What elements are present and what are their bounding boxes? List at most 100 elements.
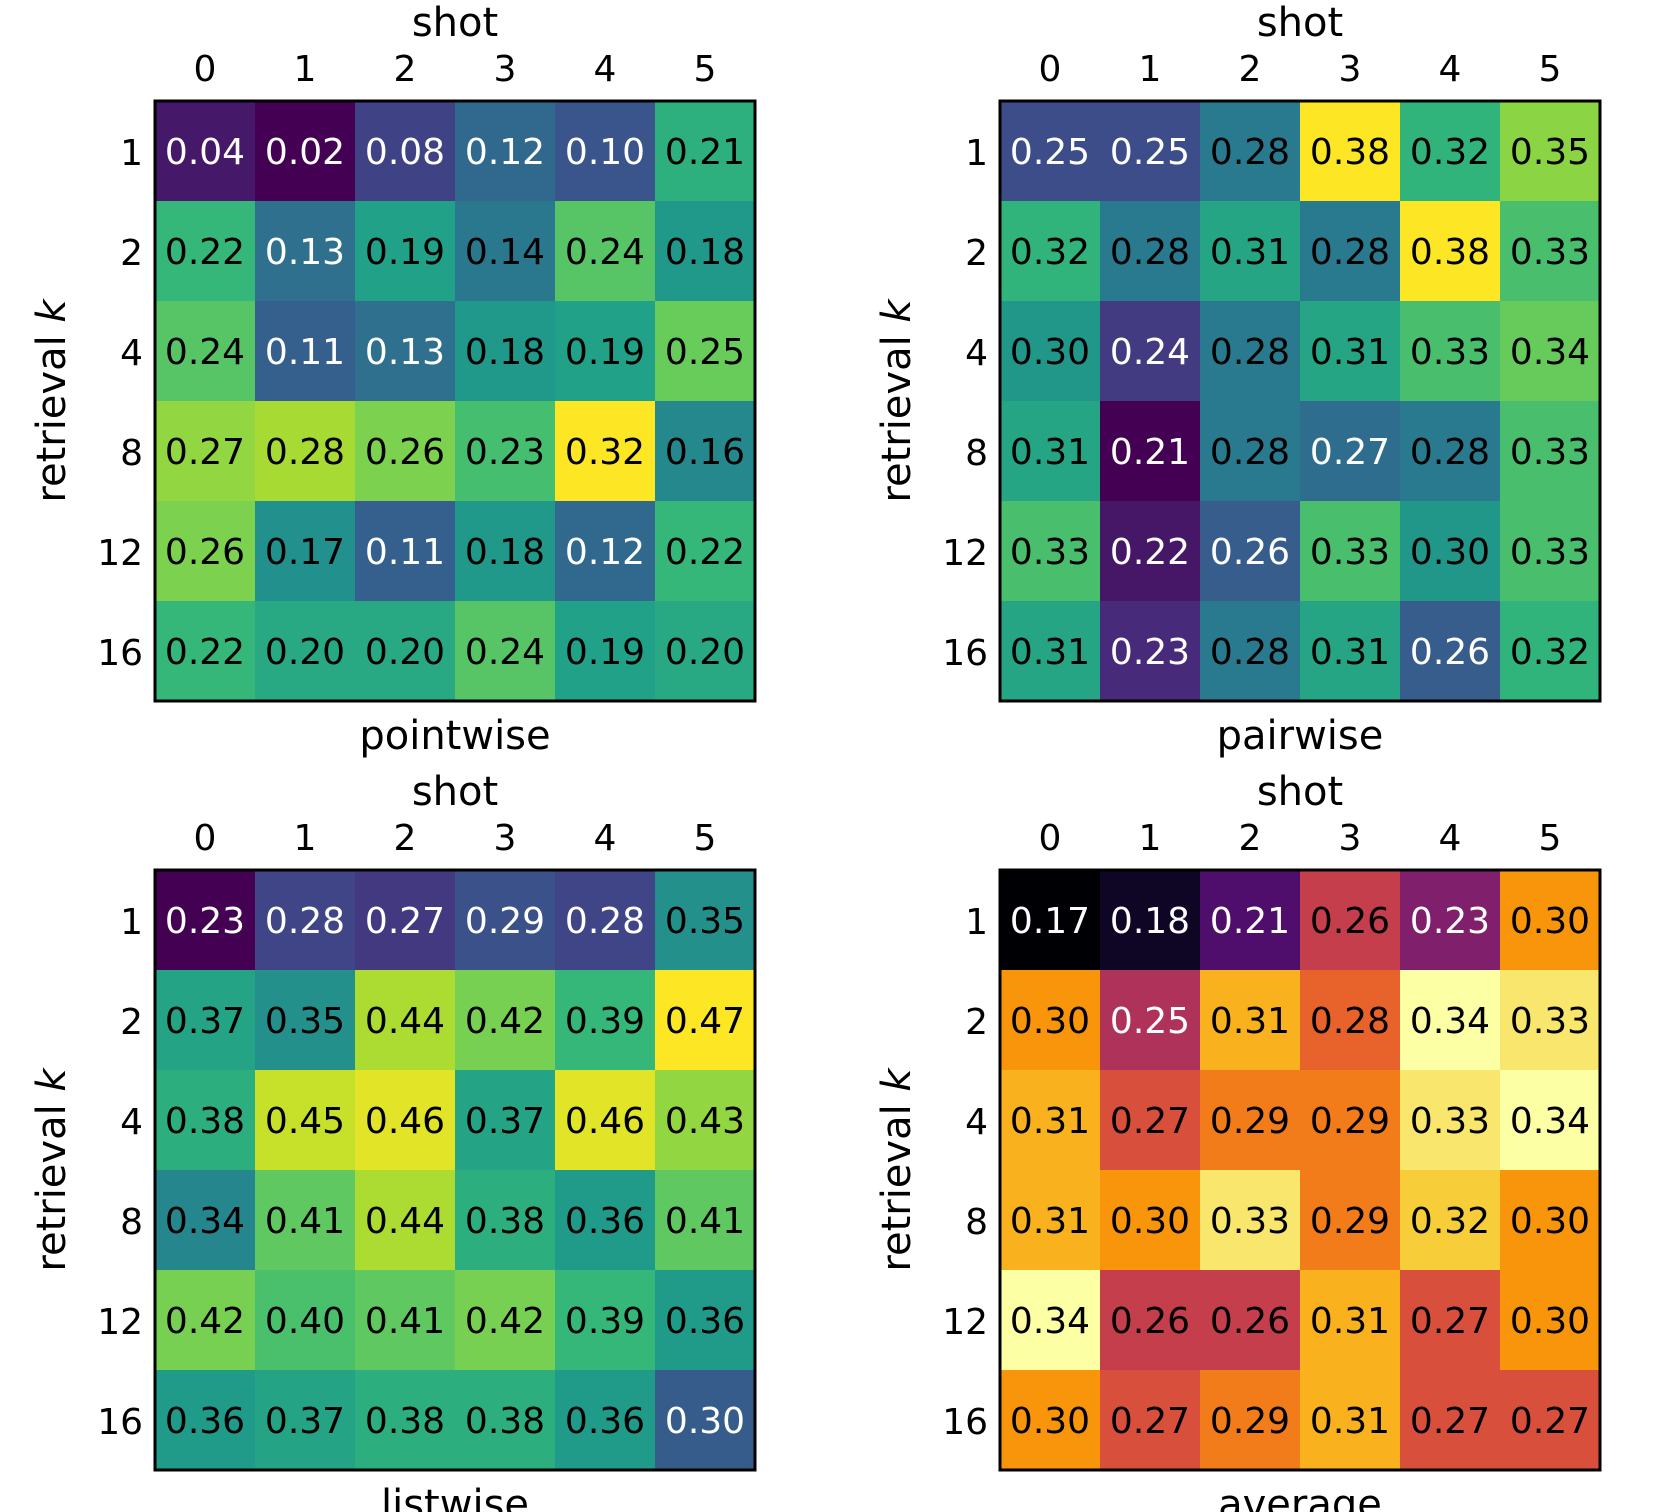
- heatmap-cell: [555, 1070, 655, 1170]
- heatmap-cell: [355, 970, 455, 1070]
- x-tick-label: 2: [394, 49, 417, 90]
- heatmap-cell: [155, 870, 255, 970]
- y-tick-label: 12: [942, 1302, 988, 1343]
- heatmap-cell: [555, 101, 655, 201]
- heatmap-cell: [655, 1070, 755, 1170]
- cell-value-label: 0.34: [1510, 1101, 1590, 1142]
- cell-value-label: 0.26: [1210, 532, 1290, 573]
- cell-value-label: 0.40: [265, 1301, 345, 1342]
- cell-value-label: 0.30: [1510, 1201, 1590, 1242]
- cell-value-label: 0.31: [1010, 632, 1090, 673]
- cell-value-label: 0.26: [1210, 1301, 1290, 1342]
- cell-value-label: 0.31: [1010, 1201, 1090, 1242]
- x-tick-label: 0: [194, 49, 217, 90]
- y-tick-label: 4: [120, 1102, 143, 1143]
- heatmap-cell: [1300, 301, 1400, 401]
- cell-value-label: 0.20: [365, 632, 445, 673]
- cell-value-label: 0.43: [665, 1101, 745, 1142]
- y-tick-label: 8: [120, 433, 143, 474]
- cell-value-label: 0.25: [1110, 132, 1190, 173]
- cell-value-label: 0.26: [165, 532, 245, 573]
- cell-value-label: 0.33: [1310, 532, 1390, 573]
- heatmap-cell: [1100, 301, 1200, 401]
- heatmap-panel-pairwise: 0.25 0.25 0.28 0.38 0.32 0.35 0.32 0.28 0.31 0.28…: [874, 0, 1602, 759]
- cell-value-label: 0.33: [1510, 532, 1590, 573]
- cell-value-label: 0.10: [565, 132, 645, 173]
- cell-value-label: 0.27: [1110, 1401, 1190, 1442]
- heatmap-cell: [1300, 970, 1400, 1070]
- heatmap-frame: [998, 99, 1602, 703]
- x-axis-label: shot: [1257, 0, 1343, 46]
- x-tick-label: 4: [594, 49, 617, 90]
- heatmap-cell: [1400, 970, 1500, 1070]
- x-tick-label: 1: [1139, 818, 1162, 859]
- heatmap-frame: [153, 868, 757, 1472]
- cell-value-label: 0.34: [165, 1201, 245, 1242]
- heatmap-cell: [1400, 1270, 1500, 1370]
- heatmap-cell: [155, 601, 255, 701]
- heatmap-cell: [1400, 870, 1500, 970]
- heatmap-cell: [455, 101, 555, 201]
- heatmap-cell: [1300, 101, 1400, 201]
- y-tick-label: 1: [965, 133, 988, 174]
- cell-value-label: 0.28: [1210, 632, 1290, 673]
- y-tick-label: 2: [120, 1002, 143, 1043]
- y-tick-label: 12: [942, 533, 988, 574]
- cell-value-label: 0.29: [1310, 1201, 1390, 1242]
- cell-value-label: 0.28: [1310, 232, 1390, 273]
- cell-value-label: 0.31: [1210, 1001, 1290, 1042]
- cell-value-label: 0.33: [1510, 1001, 1590, 1042]
- x-tick-label: 1: [294, 818, 317, 859]
- heatmap-cell: [1200, 1170, 1300, 1270]
- cell-value-label: 0.28: [1110, 232, 1190, 273]
- heatmap-cell: [555, 1370, 655, 1470]
- heatmap-cell: [1200, 101, 1300, 201]
- heatmap-cell: [655, 1270, 755, 1370]
- cell-value-label: 0.27: [365, 901, 445, 942]
- heatmap-cell: [655, 1170, 755, 1270]
- heatmap-cell: [555, 1170, 655, 1270]
- heatmap-cell: [355, 1270, 455, 1370]
- heatmap-cell: [1500, 970, 1600, 1070]
- heatmap-cell: [1100, 601, 1200, 701]
- heatmap-panel-average: 0.17 0.18 0.21 0.26 0.23 0.30 0.30 0.25 0.31 0.28…: [874, 769, 1602, 1512]
- heatmap-cell: [1400, 301, 1500, 401]
- cell-value-label: 0.33: [1510, 432, 1590, 473]
- cell-value-label: 0.34: [1010, 1301, 1090, 1342]
- cell-value-label: 0.26: [1310, 901, 1390, 942]
- heatmap-cell: [1200, 301, 1300, 401]
- heatmap-cell: [1200, 870, 1300, 970]
- cell-value-label: 0.32: [1410, 1201, 1490, 1242]
- heatmap-cell: [355, 301, 455, 401]
- y-tick-label: 8: [965, 433, 988, 474]
- cell-value-label: 0.18: [465, 332, 545, 373]
- heatmap-cell: [1300, 1370, 1400, 1470]
- x-tick-label: 3: [494, 49, 517, 90]
- heatmap-cell: [1000, 1370, 1100, 1470]
- cell-value-label: 0.28: [1210, 132, 1290, 173]
- y-tick-label: 12: [97, 533, 143, 574]
- cell-value-label: 0.33: [1510, 232, 1590, 273]
- x-tick-label: 2: [1239, 49, 1262, 90]
- cell-value-label: 0.36: [565, 1401, 645, 1442]
- cell-value-label: 0.26: [1410, 632, 1490, 673]
- cell-value-label: 0.37: [165, 1001, 245, 1042]
- heatmap-cell: [1500, 401, 1600, 501]
- cell-value-label: 0.29: [1210, 1401, 1290, 1442]
- cell-value-label: 0.36: [565, 1201, 645, 1242]
- cell-value-label: 0.38: [365, 1401, 445, 1442]
- heatmap-cell: [155, 401, 255, 501]
- heatmap-cell: [555, 601, 655, 701]
- cell-value-label: 0.32: [1410, 132, 1490, 173]
- cell-value-label: 0.27: [1410, 1401, 1490, 1442]
- cell-value-label: 0.20: [265, 632, 345, 673]
- cell-value-label: 0.37: [265, 1401, 345, 1442]
- heatmap-cell: [255, 1270, 355, 1370]
- heatmap-cell: [1400, 601, 1500, 701]
- cell-value-label: 0.31: [1310, 1401, 1390, 1442]
- y-tick-label: 1: [120, 133, 143, 174]
- heatmap-cell: [655, 1370, 755, 1470]
- heatmap-cell: [455, 1370, 555, 1470]
- heatmap-cell: [655, 101, 755, 201]
- heatmap-cell: [1500, 201, 1600, 301]
